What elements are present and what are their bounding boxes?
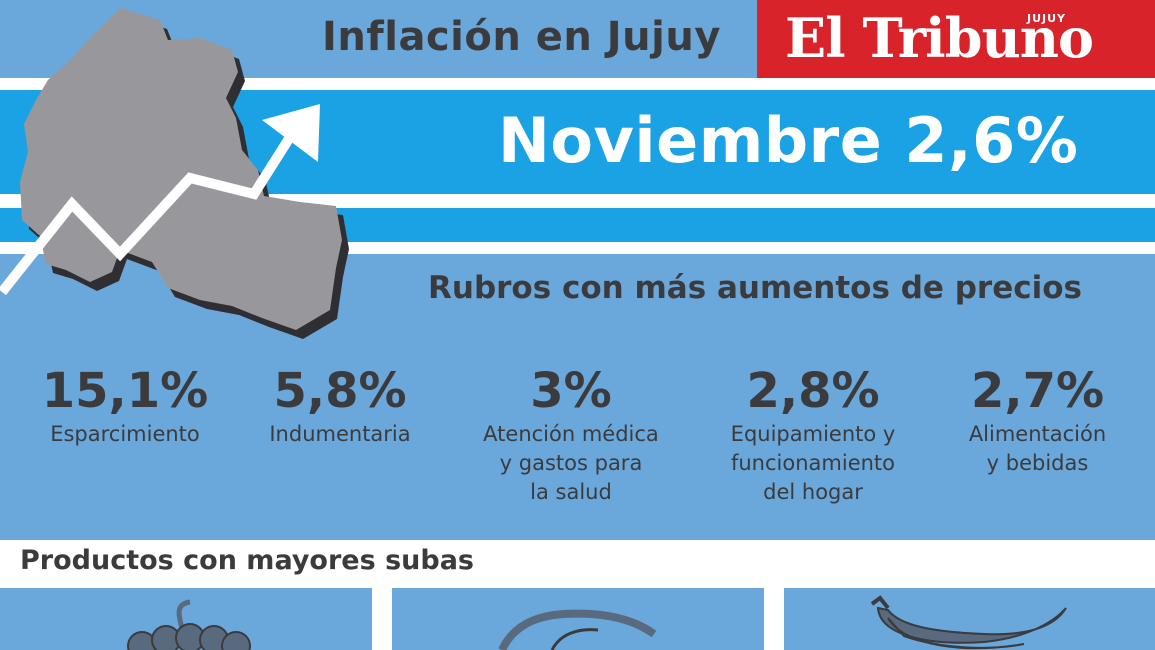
glasses-icon <box>498 609 657 650</box>
rubro-label: la salud <box>530 480 612 504</box>
rubro-stat: 2,8% Equipamiento y funcionamiento del h… <box>703 362 923 507</box>
rubro-percentage: 5,8% <box>273 363 407 419</box>
bananas-icon <box>870 595 1067 650</box>
rubro-label: Indumentaria <box>269 422 411 446</box>
product-card <box>0 588 372 650</box>
productos-heading: Productos con mayores subas <box>20 545 474 576</box>
rubro-stat: 5,8% Indumentaria <box>240 362 440 449</box>
rubros-heading: Rubros con más aumentos de precios <box>428 270 1082 306</box>
map-shape <box>20 8 342 330</box>
rubro-label: Atención médica <box>483 422 659 446</box>
rubro-label: Equipamiento y <box>730 422 896 446</box>
rubro-stat: 2,7% Alimentación y bebidas <box>940 362 1135 478</box>
divider-line <box>0 78 1155 90</box>
rubro-label: y bebidas <box>986 451 1089 475</box>
trend-arrow-line <box>0 115 307 296</box>
rubro-percentage: 3% <box>530 363 612 419</box>
rubro-label: del hogar <box>763 480 863 504</box>
headline: Noviembre 2,6% <box>498 104 1079 177</box>
product-card <box>784 588 1155 650</box>
trend-arrow-head <box>262 104 320 162</box>
jujuy-map-icon <box>0 8 349 339</box>
grapes-icon <box>127 599 251 650</box>
page-title: Inflación en Jujuy <box>322 14 721 60</box>
rubro-label: Esparcimiento <box>50 422 200 446</box>
logo-name: El Tribuno <box>785 6 1094 70</box>
rubro-label: y gastos para <box>499 451 643 475</box>
logo-region: JUJUY <box>1027 12 1067 25</box>
rubro-percentage: 2,8% <box>746 363 880 419</box>
newspaper-logo: El Tribuno JUJUY <box>757 0 1155 78</box>
rubro-stat: 15,1% Esparcimiento <box>20 362 230 449</box>
product-card <box>392 588 764 650</box>
rubro-percentage: 15,1% <box>41 363 209 419</box>
rubro-label: Alimentación <box>968 422 1107 446</box>
rubro-percentage: 2,7% <box>970 363 1105 419</box>
rubro-label: funcionamiento <box>730 451 896 475</box>
rubro-stat: 3% Atención médica y gastos para la salu… <box>456 362 686 507</box>
